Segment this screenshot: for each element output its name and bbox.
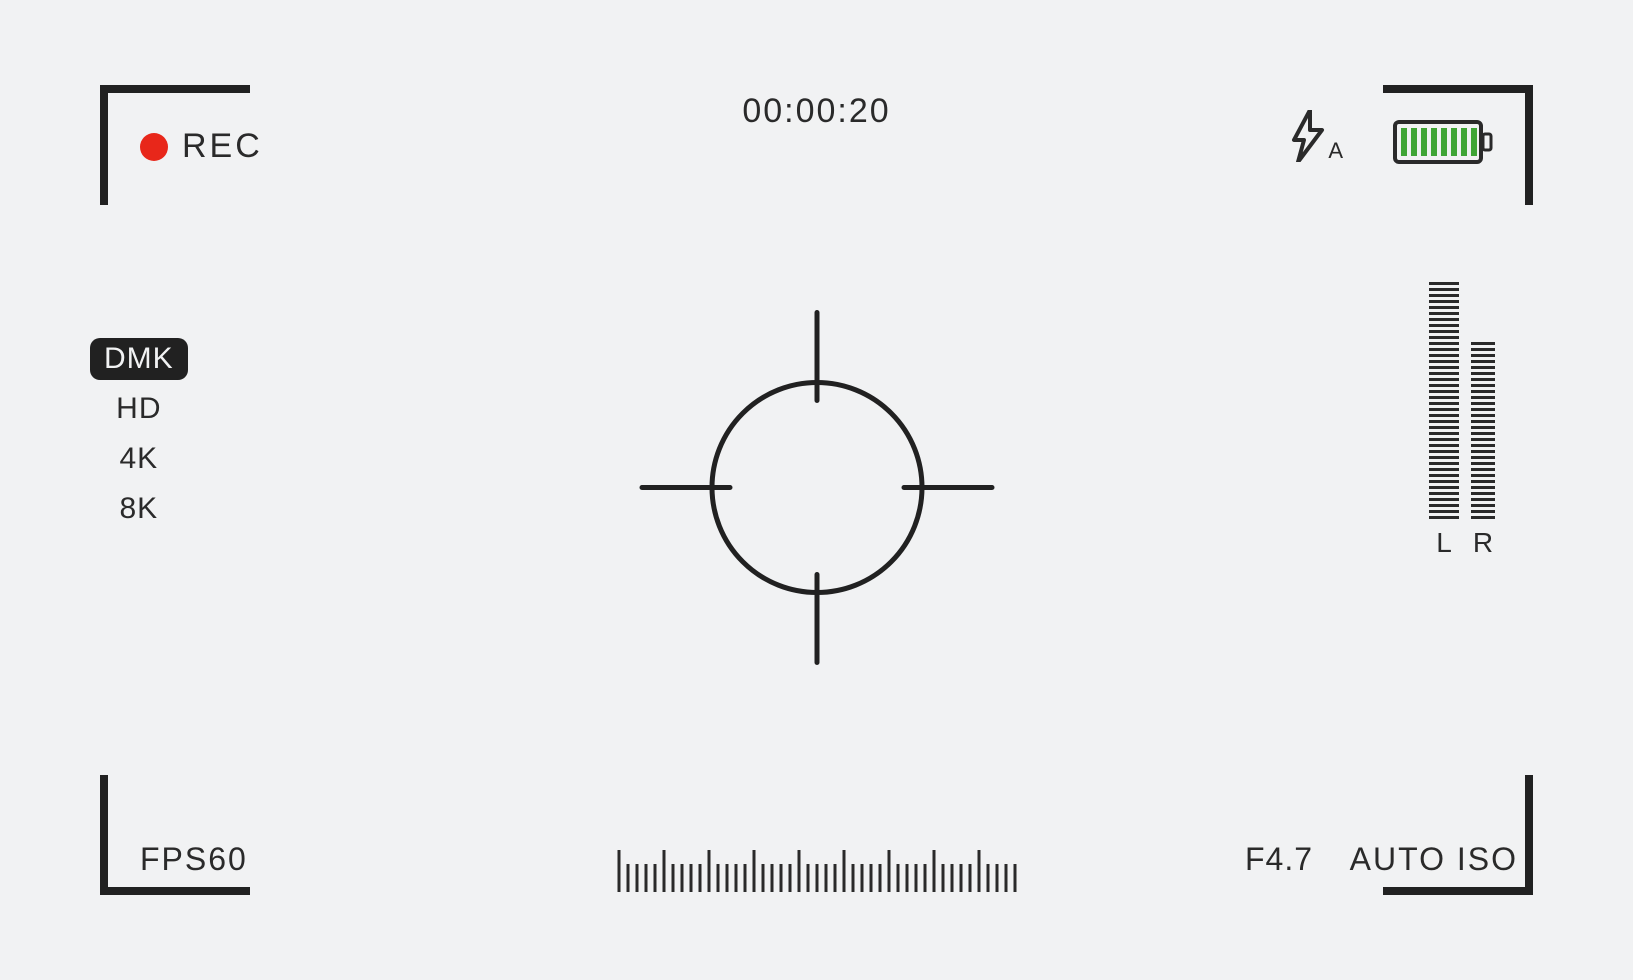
- record-dot-icon: [140, 133, 168, 161]
- recording-label: REC: [182, 127, 263, 166]
- resolution-option-8k[interactable]: 8K: [90, 488, 188, 530]
- battery-icon: [1393, 120, 1493, 164]
- resolution-option-4k[interactable]: 4K: [90, 438, 188, 480]
- flash-icon: [1290, 110, 1326, 162]
- audio-meter-left: L: [1429, 282, 1459, 559]
- audio-meter-right: R: [1471, 342, 1495, 559]
- resolution-selector: DMK HD 4K 8K: [90, 338, 188, 530]
- audio-level-meters: L R: [1429, 282, 1495, 559]
- resolution-option-dmk[interactable]: DMK: [90, 338, 188, 380]
- focus-crosshair: [632, 303, 1002, 678]
- fps-indicator[interactable]: FPS60: [140, 841, 248, 878]
- resolution-option-hd[interactable]: HD: [90, 388, 188, 430]
- recording-timer: 00:00:20: [742, 92, 890, 131]
- audio-meter-right-label: R: [1473, 527, 1493, 559]
- flash-mode-indicator[interactable]: A: [1290, 110, 1343, 162]
- camera-viewfinder: REC 00:00:20 A DMK HD 4K 8K L: [0, 0, 1633, 980]
- audio-meter-left-label: L: [1436, 527, 1452, 559]
- exposure-scale[interactable]: [617, 850, 1016, 892]
- recording-indicator: REC: [140, 127, 263, 166]
- flash-mode-label: A: [1328, 138, 1343, 164]
- crosshair-icon: [632, 303, 1002, 673]
- iso-indicator[interactable]: AUTO ISO: [1350, 841, 1518, 878]
- aperture-indicator[interactable]: F4.7: [1245, 841, 1313, 878]
- battery-indicator: [1393, 120, 1493, 169]
